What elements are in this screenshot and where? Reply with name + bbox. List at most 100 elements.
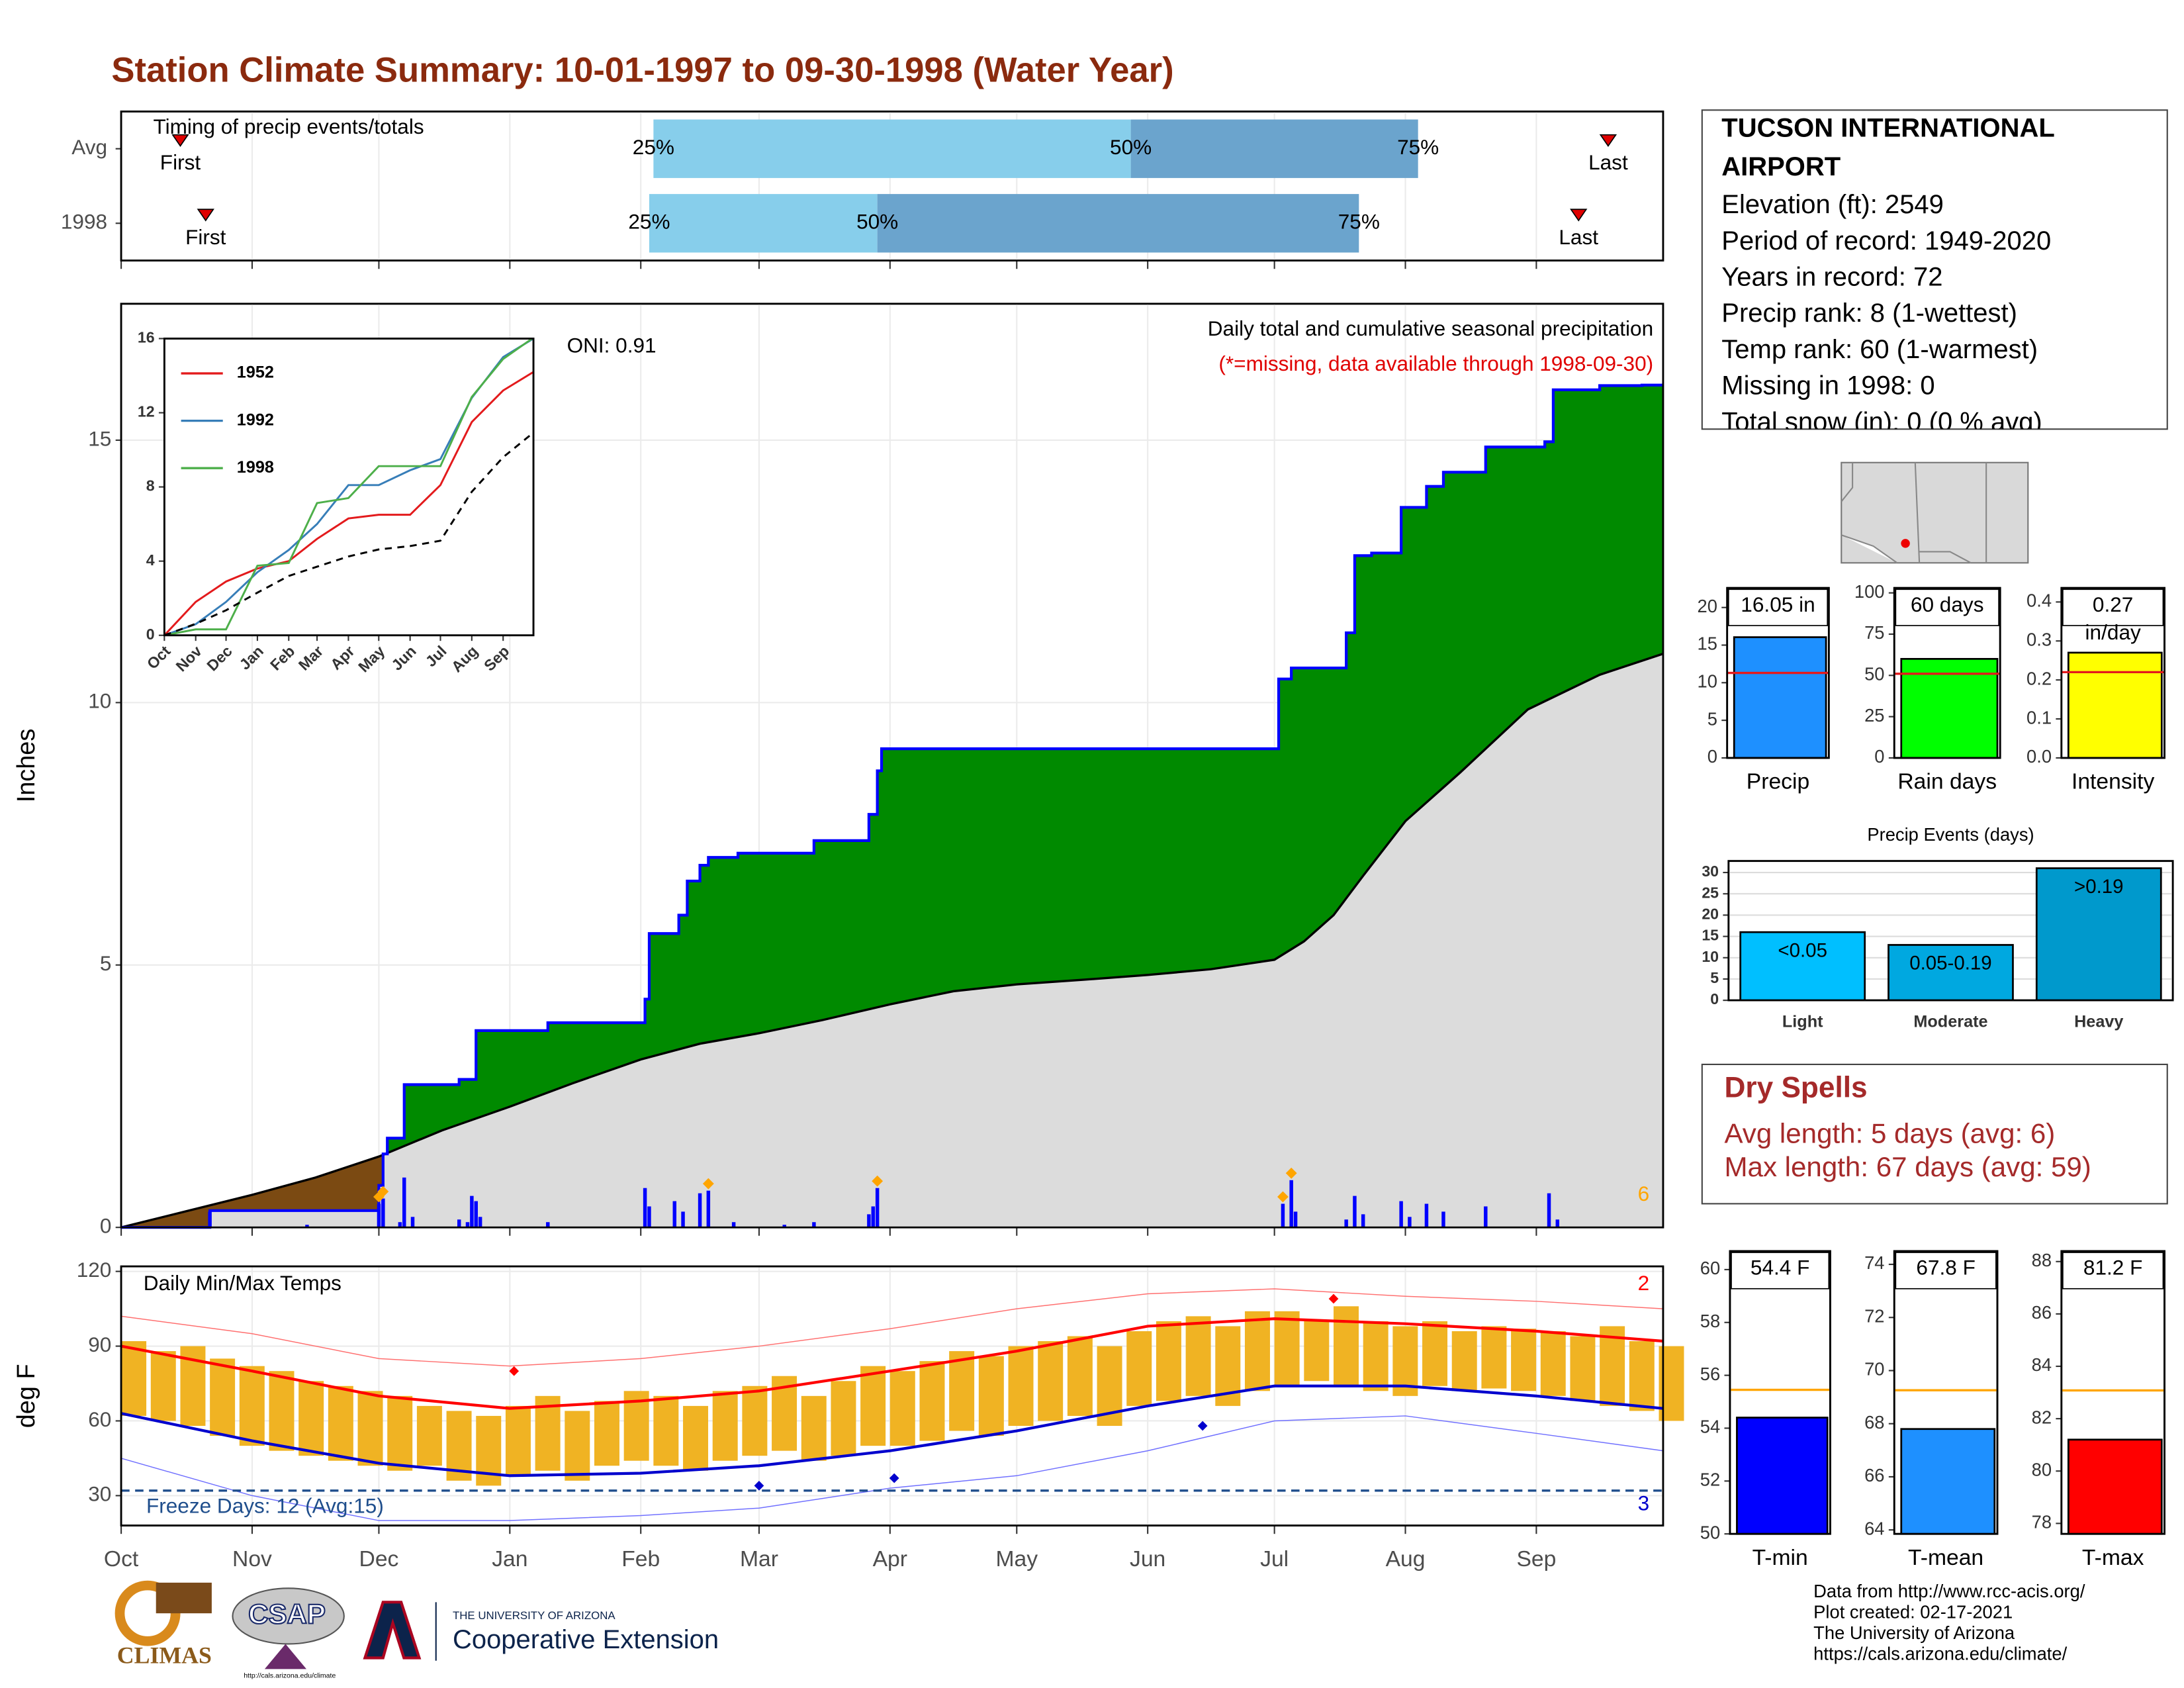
y-tick-label: 58 bbox=[1700, 1311, 1720, 1331]
plot-frame bbox=[1893, 586, 2001, 759]
temp-range-bar bbox=[1067, 1336, 1093, 1416]
y-tick-label: 0.4 bbox=[2026, 590, 2052, 611]
record-marker bbox=[509, 1366, 520, 1376]
value-label-area: 81.2 F bbox=[2083, 1256, 2143, 1281]
temp-range-bar bbox=[919, 1361, 945, 1441]
plot-frame bbox=[2060, 1250, 2165, 1535]
y-tick-label: 70 bbox=[1864, 1359, 1884, 1380]
x-tick-label: Apr bbox=[873, 1547, 907, 1571]
temp-range-bar bbox=[1363, 1321, 1388, 1391]
value-label-box bbox=[2062, 1252, 2164, 1289]
daily-bar bbox=[647, 1206, 651, 1228]
x-tick-label: Nov bbox=[232, 1547, 272, 1571]
map-border bbox=[1919, 551, 1972, 564]
x-tick-label: Heavy bbox=[2074, 1012, 2123, 1031]
daily-bar bbox=[672, 1201, 677, 1228]
inset-line bbox=[164, 338, 534, 635]
y-tick-label: 50 bbox=[1864, 664, 1884, 684]
panel-title: Timing of precip events/totals bbox=[154, 115, 424, 138]
daily-bar bbox=[1555, 1219, 1560, 1228]
legend-label: 1998 bbox=[237, 458, 274, 477]
record-count: 2 bbox=[1638, 1271, 1650, 1295]
oni-label: ONI: 0.91 bbox=[567, 333, 657, 357]
temp-range-bar bbox=[1126, 1331, 1152, 1406]
x-tick-label: Moderate bbox=[1913, 1012, 1987, 1031]
y-tick-label: 120 bbox=[77, 1258, 112, 1282]
station-line: Years in record: 72 bbox=[1721, 263, 1943, 293]
value-label: 54.4 F bbox=[1750, 1256, 1810, 1281]
locator-map bbox=[1841, 461, 2029, 564]
daily-bar bbox=[1441, 1211, 1445, 1228]
top-day-count: 6 bbox=[1638, 1182, 1650, 1205]
y-tick-label: 0 bbox=[1874, 746, 1884, 767]
daily-bar bbox=[698, 1193, 702, 1228]
daily-bar bbox=[731, 1222, 736, 1228]
map-border bbox=[1914, 462, 1921, 563]
temp-range-bar bbox=[653, 1395, 679, 1466]
daily-bar bbox=[457, 1219, 461, 1228]
daily-bar bbox=[1399, 1201, 1403, 1228]
inset-line bbox=[164, 371, 534, 635]
y-tick-label: 25 bbox=[1864, 705, 1884, 726]
legend-label: 1952 bbox=[237, 363, 274, 382]
temp-range-bar bbox=[1481, 1326, 1507, 1389]
station-line: Total snow (in): 0 (0 % avg) bbox=[1721, 408, 2042, 430]
y-tick-label: 52 bbox=[1700, 1470, 1720, 1490]
top-day-marker bbox=[1285, 1167, 1297, 1179]
record-marker bbox=[889, 1473, 899, 1483]
value-label: 81.2 F bbox=[2083, 1256, 2143, 1281]
daily-bar bbox=[867, 1214, 871, 1228]
value-label: 0.27 in/day bbox=[2085, 593, 2141, 645]
quartile-label: 50% bbox=[856, 210, 898, 234]
top-day-marker bbox=[377, 1186, 389, 1197]
daily-bar bbox=[402, 1177, 406, 1228]
plot-frame bbox=[163, 338, 535, 637]
daily-bar bbox=[1353, 1196, 1357, 1228]
y-tick-label: 15 bbox=[1702, 927, 1719, 944]
quartile-label: 75% bbox=[1338, 210, 1380, 234]
daily-bar bbox=[1344, 1219, 1348, 1228]
temp-range-bar bbox=[860, 1366, 886, 1446]
event-label: First bbox=[160, 150, 201, 174]
temp-range-bar bbox=[1038, 1341, 1064, 1421]
value-label: 67.8 F bbox=[1916, 1256, 1976, 1281]
daily-bar bbox=[478, 1217, 482, 1228]
panel-subtitle: (*=missing, data available through 1998-… bbox=[1218, 352, 1653, 375]
y-tick-label: 4 bbox=[146, 551, 155, 569]
plot-frame bbox=[120, 303, 1664, 1229]
y-tick-label: 20 bbox=[1702, 906, 1719, 923]
x-tick-label: May bbox=[995, 1547, 1038, 1571]
map-border bbox=[1841, 534, 1898, 564]
category-label: Rain days bbox=[1897, 770, 1997, 794]
record-marker bbox=[1328, 1293, 1339, 1304]
y-tick-label: 0.2 bbox=[2026, 668, 2052, 688]
temp-range-bar bbox=[1422, 1321, 1448, 1386]
y-tick-label: 88 bbox=[2032, 1250, 2052, 1270]
normal-area bbox=[121, 653, 1663, 1228]
temp-range-bar bbox=[1304, 1321, 1330, 1382]
event-marker bbox=[1570, 209, 1588, 222]
temp-range-bar bbox=[505, 1405, 531, 1476]
climas-emblem bbox=[156, 1582, 212, 1614]
temp-range-bar bbox=[1156, 1321, 1181, 1401]
x-tick-label: Aug bbox=[1386, 1547, 1426, 1571]
y-tick-label: 0 bbox=[1710, 990, 1719, 1008]
y-tick-label: 84 bbox=[2032, 1354, 2052, 1375]
x-tick-label: Feb bbox=[621, 1547, 660, 1571]
daily-bar bbox=[546, 1222, 550, 1228]
temp-range-bar bbox=[357, 1391, 383, 1466]
logos: CLIMAS CSAP http://cals.arizona.edu/clim… bbox=[114, 1580, 719, 1680]
university-name: THE UNIVERSITY OF ARIZONA bbox=[453, 1609, 615, 1622]
category-label: T-mean bbox=[1908, 1546, 1983, 1570]
dry-spell-line: Avg length: 5 days (avg: 6) bbox=[1724, 1117, 2055, 1149]
daily-bar bbox=[871, 1206, 876, 1228]
y-tick-label: 60 bbox=[88, 1407, 111, 1431]
station-dot bbox=[1901, 539, 1910, 548]
temp-range-bar bbox=[1334, 1306, 1359, 1386]
temp-range-bar bbox=[889, 1371, 915, 1446]
temp-line bbox=[120, 1384, 1664, 1477]
temp-range-bar bbox=[328, 1385, 353, 1461]
temp-range-bar bbox=[1008, 1346, 1034, 1427]
inset-line bbox=[164, 432, 534, 635]
